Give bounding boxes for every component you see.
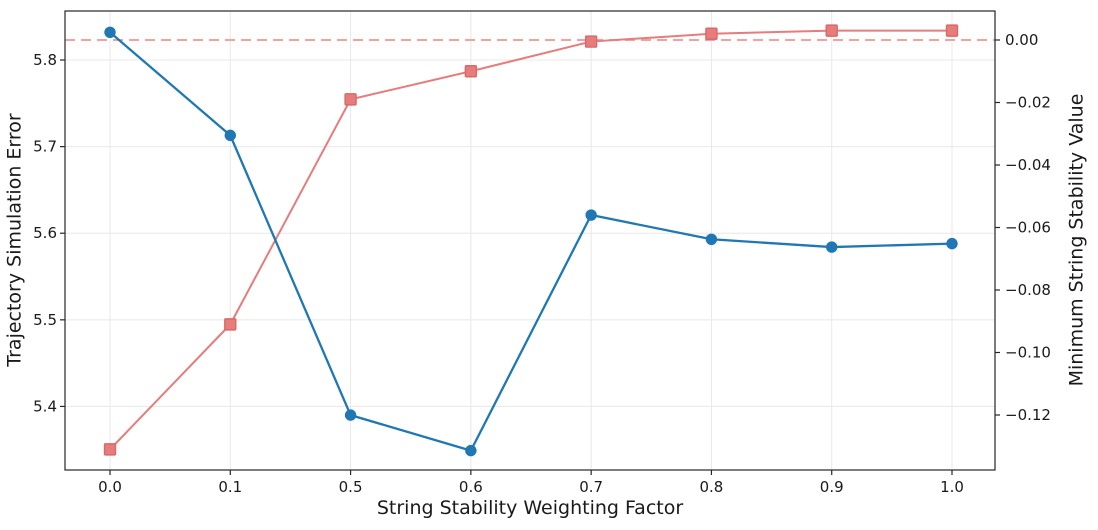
stability-series-line (109, 29, 952, 451)
x-tick-label: 1.0 (940, 478, 964, 496)
right-y-tick-label: −0.12 (1005, 406, 1051, 424)
x-tick-label: 0.6 (459, 478, 483, 496)
right-y-tick-label: −0.08 (1005, 281, 1051, 299)
error-series-marker (465, 444, 477, 457)
error-series-marker (705, 233, 718, 245)
x-tick-label: 0.5 (339, 478, 363, 496)
left-y-tick-label: 5.7 (33, 138, 57, 156)
stability-series-marker (705, 27, 718, 40)
x-tick-label: 0.8 (699, 478, 723, 496)
left-y-axis-label: Trajectory Simulation Error (4, 113, 26, 368)
error-series-marker (224, 129, 236, 142)
grid-lines (65, 11, 995, 470)
error-series-marker (344, 409, 357, 421)
left-y-tick-label: 5.5 (33, 311, 57, 329)
stability-series-marker (224, 318, 237, 331)
tick-marks (60, 39, 1000, 475)
right-y-tick-label: −0.04 (1005, 156, 1051, 174)
left-y-tick-label: 5.4 (33, 397, 57, 415)
stability-series-marker (584, 35, 598, 48)
stability-series-marker (103, 443, 117, 456)
stability-series-marker (464, 65, 478, 78)
tick-labels: 5.4 5.5 5.6 5.7 5.8 0.00 −0.02 −0.04 −0.06 −0.08 −… (33, 31, 1051, 496)
error-series-marker (826, 241, 838, 253)
x-tick-label: 0.7 (579, 478, 603, 496)
x-axis-label: String Stability Weighting Factor (377, 497, 683, 519)
error-series-marker (104, 26, 116, 39)
error-series-line (109, 31, 953, 452)
x-tick-label: 0.9 (820, 478, 844, 496)
stability-series-marker (945, 24, 959, 37)
error-series-marker (946, 237, 958, 250)
right-y-tick-label: −0.06 (1005, 219, 1051, 237)
left-y-tick-label: 5.6 (33, 224, 57, 242)
x-tick-label: 0.1 (218, 478, 242, 496)
right-y-axis-label: Minimum String Stability Value (1066, 94, 1088, 387)
error-series-marker (585, 209, 597, 221)
left-y-tick-label: 5.8 (33, 51, 57, 69)
right-y-tick-label: 0.00 (1005, 31, 1038, 49)
stability-series-marker (825, 24, 838, 37)
plot-frame (64, 10, 996, 471)
right-y-tick-label: −0.10 (1005, 344, 1051, 362)
right-y-tick-label: −0.02 (1005, 94, 1051, 112)
stability-series-marker (344, 93, 357, 106)
x-tick-label: 0.0 (98, 478, 122, 496)
